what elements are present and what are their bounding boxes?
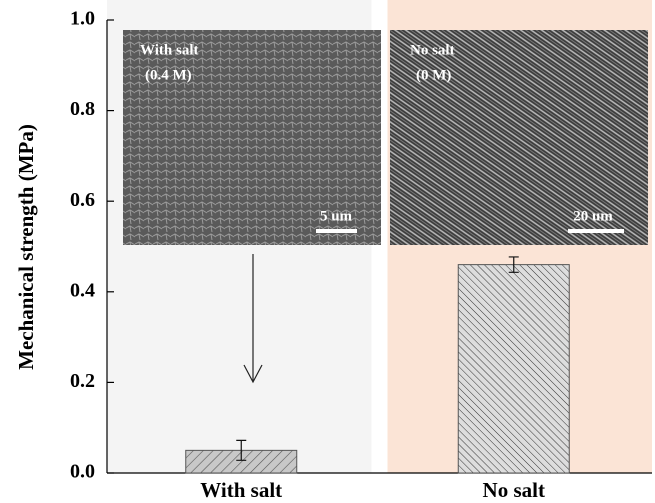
y-tick-label: 0.6: [70, 189, 95, 211]
inset-label: With salt: [140, 42, 198, 58]
y-tick-label: 0.4: [70, 279, 95, 301]
x-tick-label: No salt: [483, 478, 545, 502]
chart: With salt (0.4 M) 5 um No salt (0 M) 20 …: [0, 0, 655, 503]
y-axis-label: Mechanical strength (MPa): [14, 124, 38, 370]
y-tick-label: 0.2: [70, 370, 95, 392]
scale-label: 5 um: [320, 208, 353, 224]
inset-sublabel: (0 M): [416, 67, 451, 83]
y-tick-label: 0.0: [70, 461, 95, 483]
x-tick-label: With salt: [200, 478, 282, 502]
y-tick-label: 0.8: [70, 98, 95, 120]
bar: [458, 265, 569, 473]
inset-label: No salt: [410, 42, 455, 58]
y-tick-label: 1.0: [70, 8, 95, 30]
inset-sublabel: (0.4 M): [145, 67, 192, 83]
scale-label: 20 um: [573, 208, 613, 224]
